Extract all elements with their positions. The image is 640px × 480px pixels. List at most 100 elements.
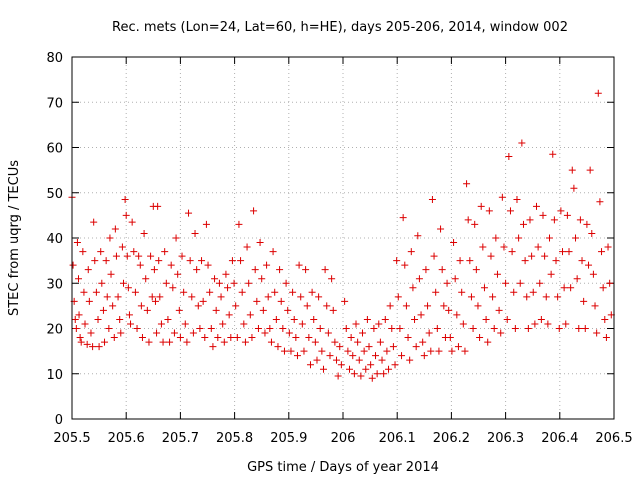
data-point [601,315,609,323]
data-point [427,347,435,355]
y-tick-label: 20 [46,323,63,338]
data-point [378,356,386,364]
x-tick-label: 205.7 [162,431,199,446]
data-point [264,293,272,301]
data-point [258,275,266,283]
data-point [84,266,92,274]
data-point [316,325,324,332]
data-point [373,370,381,378]
data-point [594,89,602,97]
data-point [224,284,232,292]
data-point [248,334,256,342]
data-point [532,202,540,210]
y-tick-label: 40 [46,232,63,247]
data-point [302,266,310,274]
data-point [479,243,487,251]
data-point [162,279,170,287]
data-point [95,343,103,351]
x-tick-label: 206.3 [487,431,524,446]
data-point [161,248,169,256]
data-point [98,279,106,287]
data-point [116,315,124,323]
data-point [381,315,389,323]
data-point [516,279,524,287]
data-point [502,279,510,287]
data-point [537,315,545,323]
y-tick-label: 80 [46,51,63,66]
data-point [560,284,568,292]
data-point [464,216,472,224]
data-point [414,232,422,240]
data-point [357,372,365,380]
data-point [297,293,305,301]
data-point [557,207,565,215]
data-point [237,257,245,265]
data-point [576,216,584,224]
x-tick-label: 206 [331,431,356,446]
data-point [419,338,427,346]
data-point [73,239,81,247]
data-point [189,329,197,337]
data-point [563,211,571,219]
data-point [290,315,298,323]
data-point [118,243,126,251]
x-tick-label: 205.5 [53,431,90,446]
data-point [562,320,570,328]
data-point [420,352,428,360]
data-point [315,293,323,301]
data-point [570,184,578,192]
data-point [409,284,417,292]
data-point [69,261,77,269]
data-point [534,243,542,251]
data-point [280,347,288,355]
data-point [306,361,314,369]
data-point [598,248,606,256]
data-point [79,248,87,256]
data-point [424,302,432,310]
data-point [167,261,175,269]
data-point [425,329,433,337]
data-point [399,214,407,222]
y-tick-label: 0 [55,413,63,428]
data-point [211,275,219,283]
data-point [72,325,80,332]
data-point [324,329,332,337]
data-point [201,334,209,342]
data-point [376,338,384,346]
data-point [303,302,311,310]
data-point [344,347,352,355]
data-point [85,297,93,305]
data-point [277,297,285,305]
data-point [445,306,453,314]
data-point [256,239,264,247]
data-point [287,347,295,355]
data-point [156,293,164,301]
data-point [480,284,488,292]
data-point [80,288,88,296]
data-point [433,325,441,332]
data-point [99,306,107,314]
data-point [150,266,158,274]
data-point [202,220,210,228]
data-point [75,275,83,283]
data-point [75,311,83,319]
data-point [131,288,139,296]
data-point [319,365,327,373]
data-point [466,257,474,265]
data-point [489,293,497,301]
data-point [346,365,354,373]
data-point [193,266,201,274]
data-point [432,288,440,296]
data-point [241,338,249,346]
data-point [271,288,279,296]
data-point [186,257,194,265]
data-point [112,252,120,260]
data-point [240,320,248,328]
data-point [352,320,360,328]
data-point [363,315,371,323]
data-point [209,343,217,351]
data-point [435,347,443,355]
data-point [251,266,259,274]
data-point [503,315,511,323]
data-point [505,153,513,161]
